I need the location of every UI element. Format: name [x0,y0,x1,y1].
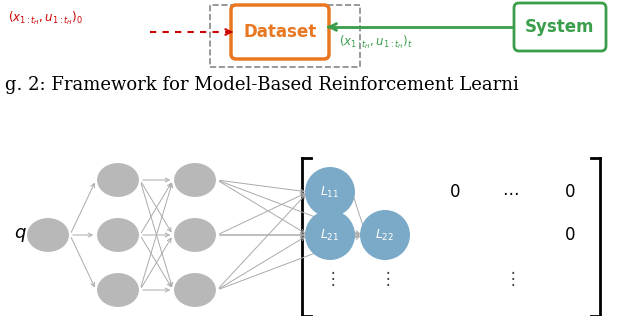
Text: Dataset: Dataset [243,23,317,41]
Ellipse shape [305,210,355,260]
Text: $0$: $0$ [564,183,576,201]
Ellipse shape [173,162,217,198]
Ellipse shape [96,162,140,198]
Ellipse shape [96,217,140,253]
Ellipse shape [360,210,410,260]
Ellipse shape [173,272,217,308]
Text: System: System [525,18,595,36]
Text: $\cdots$: $\cdots$ [502,183,518,201]
FancyBboxPatch shape [514,3,606,51]
Text: $\vdots$: $\vdots$ [504,269,516,288]
Text: $q$: $q$ [14,226,26,244]
Text: $L_{22}$: $L_{22}$ [376,228,394,243]
Text: $0$: $0$ [564,226,576,244]
Text: $(x_{1:t_H}, u_{1:t_H})_0$: $(x_{1:t_H}, u_{1:t_H})_0$ [8,9,83,27]
Text: g. 2: Framework for Model-Based Reinforcement Learni: g. 2: Framework for Model-Based Reinforc… [5,76,519,94]
Text: $\vdots$: $\vdots$ [379,269,391,288]
Ellipse shape [305,167,355,217]
Bar [210,5,360,67]
Ellipse shape [96,272,140,308]
Text: $(x_{1:t_H}, u_{1:t_H})_t$: $(x_{1:t_H}, u_{1:t_H})_t$ [339,33,413,51]
Text: $0$: $0$ [449,183,461,201]
Text: $L_{11}$: $L_{11}$ [320,185,340,199]
Ellipse shape [26,217,70,253]
Text: $L_{21}$: $L_{21}$ [320,228,340,243]
Text: $\vdots$: $\vdots$ [325,269,335,288]
Ellipse shape [173,217,217,253]
FancyBboxPatch shape [231,5,329,59]
